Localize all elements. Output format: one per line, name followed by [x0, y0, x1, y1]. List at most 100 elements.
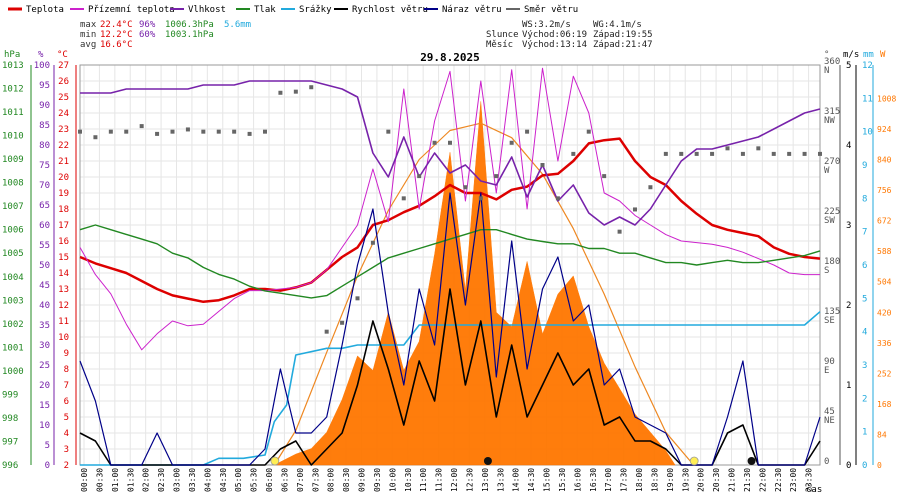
- dir-point: [540, 163, 545, 167]
- tick-rain: 11: [862, 94, 873, 104]
- tick-time: 20:30: [712, 468, 721, 492]
- tick-humidity: 85: [39, 121, 50, 131]
- dir-point: [232, 129, 237, 134]
- tick-temp: 4: [64, 429, 69, 439]
- axis-unit-w: W: [880, 50, 886, 60]
- tick-solar: 336: [877, 339, 892, 348]
- legend-hum: Vlhkost: [188, 5, 226, 15]
- tick-solar: 924: [877, 125, 892, 134]
- stats-min-label: min: [80, 30, 96, 40]
- tick-temp: 8: [64, 365, 69, 375]
- tick-rain: 2: [862, 394, 867, 404]
- tick-time: 10:30: [404, 468, 413, 492]
- tick-direction: 315: [824, 107, 840, 117]
- tick-time: 21:30: [743, 468, 752, 492]
- dir-point: [710, 151, 715, 156]
- stats-max-label: max: [80, 20, 97, 30]
- tick-temp: 7: [64, 381, 69, 391]
- stats-max-press: 1006.3hPa: [165, 20, 214, 30]
- tick-temp: 16: [58, 237, 69, 247]
- tick-direction: 225: [824, 207, 840, 217]
- stats-avg-temp: 16.6°C: [100, 40, 133, 50]
- tick-time: 23:30: [805, 468, 814, 492]
- tick-pressure: 999: [2, 390, 18, 400]
- tick-temp: 20: [58, 173, 69, 183]
- tick-solar: 504: [877, 278, 892, 287]
- tick-time: 19:00: [666, 468, 675, 492]
- tick-humidity: 50: [39, 261, 50, 271]
- tick-direction-name: SW: [824, 216, 835, 226]
- dir-point: [78, 129, 82, 134]
- tick-humidity: 0: [45, 461, 50, 471]
- tick-temp: 9: [64, 349, 69, 359]
- tick-humidity: 20: [39, 381, 50, 391]
- tick-direction-name: E: [824, 366, 829, 376]
- tick-direction: 270: [824, 157, 840, 167]
- tick-humidity: 15: [39, 401, 50, 411]
- dir-point: [139, 124, 144, 129]
- dir-point: [571, 151, 576, 156]
- tick-humidity: 10: [39, 421, 50, 431]
- info-moonrise: Východ:13:14: [522, 40, 587, 50]
- dir-point: [201, 129, 206, 134]
- dir-point: [633, 207, 637, 212]
- tick-rain: 7: [862, 228, 867, 238]
- dir-point: [247, 131, 252, 136]
- tick-temp: 21: [58, 157, 69, 167]
- info-moonset: Západ:21:47: [593, 40, 653, 50]
- tick-time: 04:30: [219, 468, 228, 492]
- tick-time: 13:30: [496, 468, 505, 492]
- tick-wind: 2: [846, 301, 851, 311]
- tick-time: 11:30: [435, 468, 444, 492]
- dir-point: [525, 129, 530, 134]
- tick-humidity: 95: [39, 81, 50, 91]
- tick-time: 08:30: [342, 468, 351, 492]
- tick-time: 04:00: [203, 468, 212, 492]
- stats-min-press: 1003.1hPa: [165, 30, 214, 40]
- dir-point: [679, 151, 684, 156]
- info-wg: WG:4.1m/s: [593, 20, 642, 30]
- tick-direction: 180: [824, 257, 840, 267]
- tick-rain: 5: [862, 294, 867, 304]
- tick-time: 17:00: [604, 468, 613, 492]
- moon-marker: [483, 457, 492, 465]
- sun-marker: [270, 456, 280, 466]
- tick-rain: 6: [862, 261, 867, 271]
- tick-time: 01:00: [111, 468, 120, 492]
- tick-temp: 11: [58, 317, 69, 327]
- tick-humidity: 80: [39, 141, 50, 151]
- stats-min-temp: 12.2°C: [100, 30, 133, 40]
- tick-humidity: 60: [39, 221, 50, 231]
- sun-marker: [689, 456, 699, 466]
- tick-temp: 2: [64, 461, 69, 471]
- legend-press: Tlak: [254, 5, 276, 15]
- tick-solar: 0: [877, 461, 882, 470]
- legend-temp: Teplota: [26, 5, 64, 15]
- stats-block: max 22.4°C 96% 1006.3hPa 5.6mm min 12.2°…: [80, 20, 251, 50]
- tick-temp: 18: [58, 205, 69, 215]
- tick-time: 23:00: [789, 468, 798, 492]
- tick-pressure: 1010: [2, 132, 24, 142]
- series-line-1: [79, 67, 820, 351]
- tick-pressure: 1013: [2, 61, 24, 71]
- tick-temp: 3: [64, 445, 69, 455]
- tick-humidity: 70: [39, 181, 50, 191]
- tick-direction-name: NW: [824, 116, 835, 126]
- dir-point: [509, 140, 514, 145]
- tick-solar: 840: [877, 156, 892, 165]
- tick-pressure: 1005: [2, 249, 24, 259]
- tick-direction-name: N: [824, 66, 829, 76]
- chart-title: 29.8.2025: [420, 51, 480, 64]
- tick-time: 09:30: [373, 468, 382, 492]
- tick-pressure: 1004: [2, 273, 24, 283]
- tick-time: 06:00: [265, 468, 274, 492]
- tick-time: 10:00: [388, 468, 397, 492]
- tick-humidity: 55: [39, 241, 50, 251]
- series-line-0: [79, 137, 821, 304]
- dir-point: [756, 146, 761, 151]
- dir-point: [278, 90, 283, 95]
- tick-rain: 1: [862, 428, 867, 438]
- series-line-6: [79, 192, 821, 466]
- legend-rain: Srážky: [299, 5, 332, 15]
- tick-pressure: 1012: [2, 85, 24, 95]
